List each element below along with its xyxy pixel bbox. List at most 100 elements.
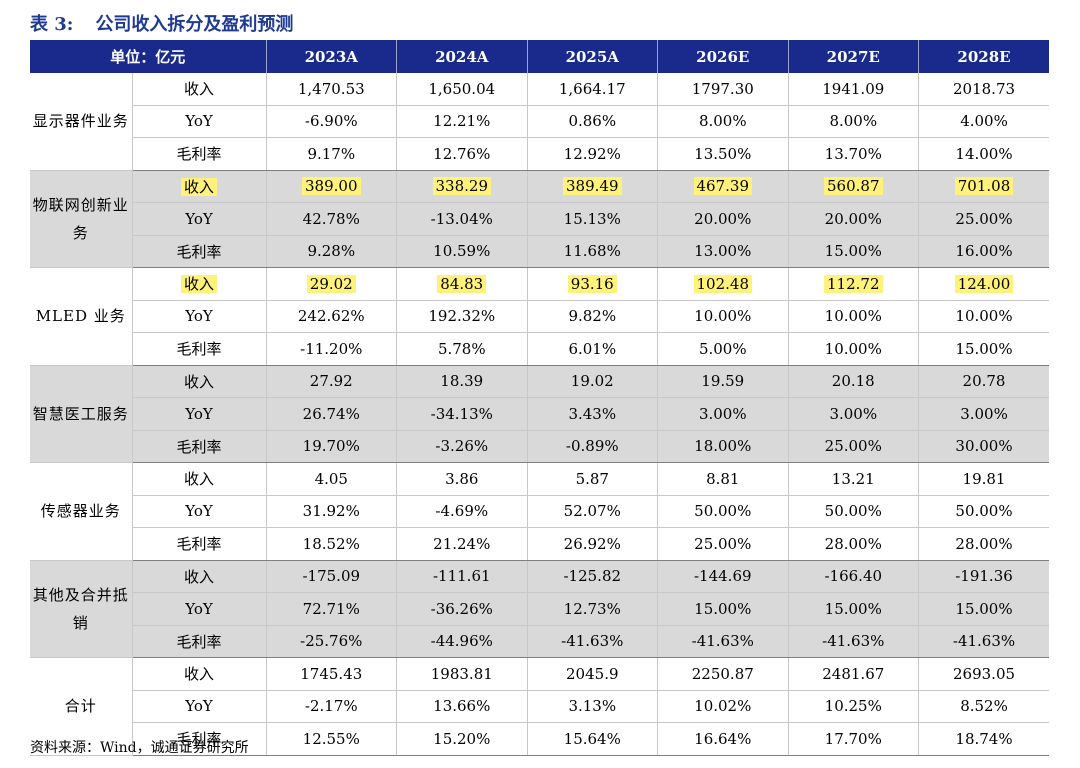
value-cell: 21.24%	[396, 527, 528, 561]
value-text: 3.00%	[960, 404, 1008, 423]
metric-cell: 收入	[131, 657, 267, 691]
value-text: 1941.09	[822, 79, 885, 98]
value-cell: 15.64%	[526, 722, 658, 756]
value-cell: 18.52%	[265, 527, 397, 561]
table-row: YoY -2.17% 13.66% 3.13% 10.02% 10.25% 8.52%	[30, 690, 1050, 723]
value-text: 3.00%	[829, 404, 878, 423]
table-body: 显示器件业务 收入 1,470.53 1,650.04 1,664.17 1797.30 1…	[30, 73, 1050, 756]
value-text: 25.00%	[824, 437, 882, 456]
value-text: 1797.30	[691, 79, 754, 98]
value-text: 8.52%	[960, 697, 1008, 716]
value-cell: 9.17%	[265, 137, 397, 171]
value-cell: 5.00%	[657, 332, 789, 366]
value-text: 25.00%	[694, 534, 752, 553]
value-text: -41.63%	[952, 632, 1016, 651]
value-text: 15.20%	[433, 729, 491, 748]
value-text: -166.40	[824, 567, 883, 586]
table-row: YoY 72.71% -36.26% 12.73% 15.00% 15.00% 15.00%	[30, 592, 1050, 626]
metric-cell: 毛利率	[131, 527, 267, 561]
value-text: 15.00%	[955, 599, 1013, 618]
value-text: -13.04%	[430, 209, 493, 228]
value-cell: 2018.73	[918, 73, 1050, 106]
value-text: -2.17%	[304, 697, 358, 716]
metric-cell: 收入	[131, 267, 267, 301]
table-row: 智慧医工服务 收入 27.92 18.39 19.02 19.59 20.18 20.78	[30, 365, 1050, 463]
value-text: 13.00%	[694, 242, 752, 261]
value-text: -41.63%	[822, 632, 885, 651]
value-text: 3.86	[445, 469, 479, 488]
value-text: 15.00%	[824, 599, 882, 618]
value-text: 15.00%	[694, 599, 752, 618]
value-text: 52.07%	[563, 502, 621, 521]
value-cell: 15.00%	[787, 592, 919, 626]
value-cell: -25.76%	[265, 625, 397, 658]
value-cell: 467.39	[657, 170, 789, 203]
table-title: 表 3: 公司收入拆分及盈利预测	[30, 10, 293, 40]
metric-label: 毛利率	[176, 340, 222, 359]
value-cell: 3.86	[396, 462, 528, 496]
value-text: 8.00%	[698, 112, 747, 131]
value-text: 27.92	[309, 372, 353, 391]
value-text: 2250.87	[691, 664, 754, 683]
value-text: 1983.81	[430, 664, 493, 683]
table-row: 显示器件业务 收入 1,470.53 1,650.04 1,664.17 1797.30 1…	[30, 73, 1050, 171]
metric-label: YoY	[185, 697, 213, 716]
table-row: 毛利率 12.55% 15.20% 15.64% 16.64% 17.70% 18.74%	[30, 722, 1050, 756]
table-row: 毛利率 9.28% 10.59% 11.68% 13.00% 15.00% 16.00%	[30, 235, 1050, 268]
value-text: 10.00%	[694, 307, 752, 326]
value-text: 18.74%	[955, 729, 1013, 748]
value-cell: 1,650.04	[396, 73, 528, 106]
metric-cell: YoY	[131, 690, 267, 723]
value-text: 112.72	[824, 274, 883, 293]
value-cell: -41.63%	[657, 625, 789, 658]
value-cell: 12.92%	[526, 137, 658, 171]
value-text: 1,664.17	[558, 79, 626, 98]
metric-label: 收入	[184, 372, 215, 391]
value-text: 17.70%	[824, 729, 882, 748]
metric-label: YoY	[185, 112, 213, 131]
value-text: 26.92%	[563, 534, 621, 553]
value-text: 192.32%	[428, 307, 496, 326]
value-text: 1,650.04	[428, 79, 496, 98]
value-cell: 13.21	[787, 462, 919, 496]
metric-cell: 毛利率	[131, 722, 267, 756]
value-text: 10.00%	[824, 339, 882, 358]
value-text: 18.39	[440, 372, 484, 391]
value-text: -0.89%	[565, 437, 619, 456]
value-text: 84.83	[437, 274, 487, 293]
value-text: 560.87	[824, 177, 883, 196]
value-cell: 560.87	[787, 170, 919, 203]
value-text: 15.64%	[563, 729, 621, 748]
year-header: 2023A	[265, 40, 397, 73]
value-text: 15.00%	[955, 339, 1013, 358]
metric-cell: YoY	[131, 105, 267, 138]
metric-cell: 毛利率	[131, 137, 267, 171]
metric-cell: 收入	[131, 170, 267, 203]
value-cell: 19.70%	[265, 430, 397, 463]
value-text: 13.21	[831, 469, 875, 488]
value-text: 9.28%	[307, 242, 356, 261]
value-text: -11.20%	[300, 339, 363, 358]
value-text: 28.00%	[824, 534, 882, 553]
table-row: 毛利率 18.52% 21.24% 26.92% 25.00% 28.00% 28.00%	[30, 527, 1050, 561]
value-cell: 28.00%	[787, 527, 919, 561]
value-cell: 15.13%	[526, 202, 658, 236]
value-text: 389.00	[302, 177, 361, 196]
value-text: 4.00%	[960, 112, 1008, 131]
metric-label: 毛利率	[176, 730, 222, 749]
value-text: 5.87	[575, 469, 609, 488]
value-text: 13.70%	[824, 144, 882, 163]
revenue-forecast-table: 单位：亿元 2023A 2024A 2025A 2026E 2027E 2028…	[30, 40, 1050, 756]
value-cell: 4.00%	[918, 105, 1050, 138]
metric-label: 毛利率	[176, 437, 222, 456]
value-cell: -41.63%	[787, 625, 919, 658]
value-cell: 3.00%	[657, 397, 789, 431]
value-text: 19.81	[962, 469, 1006, 488]
value-text: 16.64%	[694, 729, 752, 748]
value-text: 15.13%	[563, 209, 621, 228]
table-row: YoY 31.92% -4.69% 52.07% 50.00% 50.00% 50.00%	[30, 495, 1050, 528]
value-cell: 72.71%	[265, 592, 397, 626]
value-cell: 25.00%	[657, 527, 789, 561]
value-text: 6.01%	[568, 339, 617, 358]
value-text: 9.82%	[568, 307, 617, 326]
